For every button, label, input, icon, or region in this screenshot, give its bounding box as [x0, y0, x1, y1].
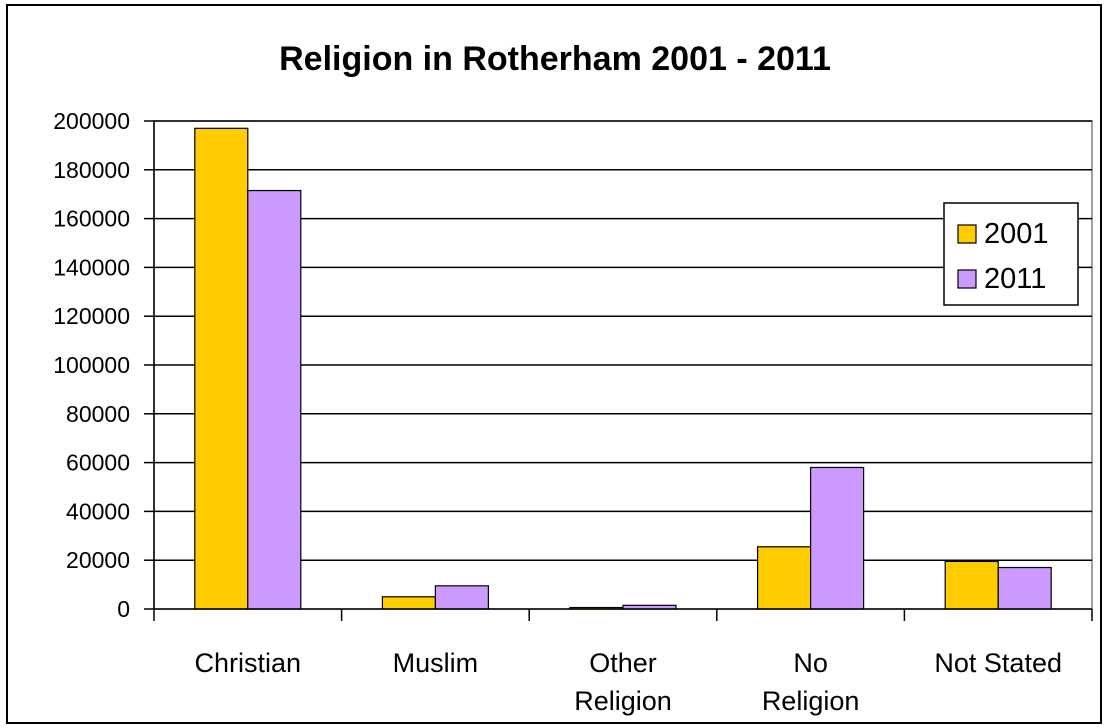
legend-label: 2011 — [984, 263, 1046, 295]
x-category-label: Other — [589, 648, 657, 678]
y-tick-label: 100000 — [53, 352, 130, 378]
x-category-label: Muslim — [393, 648, 479, 678]
bar-2001-not-stated — [944, 560, 999, 610]
y-tick-label: 120000 — [53, 303, 130, 329]
legend: 2001 2011 — [943, 202, 1079, 306]
chart-title: Religion in Rotherham 2001 - 2011 — [279, 40, 831, 78]
y-tick-label: 200000 — [53, 108, 130, 134]
legend-label: 2001 — [984, 218, 1049, 250]
y-tick-label: 60000 — [66, 450, 130, 476]
axes — [144, 120, 1093, 621]
bar-2011-not-stated — [997, 566, 1052, 610]
x-category-label: Religion — [574, 686, 672, 716]
y-tick-label: 140000 — [53, 254, 130, 280]
bar-2011-christian — [247, 189, 302, 610]
y-tick-label: 80000 — [66, 401, 130, 427]
bar-2001-christian — [194, 127, 249, 610]
y-tick-label: 180000 — [53, 157, 130, 183]
legend-swatch — [957, 269, 977, 289]
x-category-label: Not Stated — [934, 648, 1062, 678]
bar-2001-no-religion — [756, 546, 812, 610]
y-tick-label: 160000 — [53, 206, 130, 232]
y-tick-label: 40000 — [66, 498, 130, 524]
gridlines — [153, 120, 1093, 610]
x-category-label: Christian — [195, 648, 302, 678]
legend-swatch — [957, 224, 977, 244]
bar-2011-no-religion — [809, 466, 865, 610]
bar-2011-muslim — [434, 585, 489, 610]
x-category-labels: Christian Muslim Other Religion No Religion No… — [195, 648, 1062, 716]
x-category-label: Religion — [762, 686, 860, 716]
y-tick-label: 0 — [117, 596, 130, 622]
y-tick-labels: 0 20000 40000 60000 80000 100000 120000 140000 1… — [53, 108, 130, 622]
x-category-label: No — [793, 648, 828, 678]
bar-2001-muslim — [381, 596, 436, 610]
y-tick-label: 20000 — [66, 547, 130, 573]
